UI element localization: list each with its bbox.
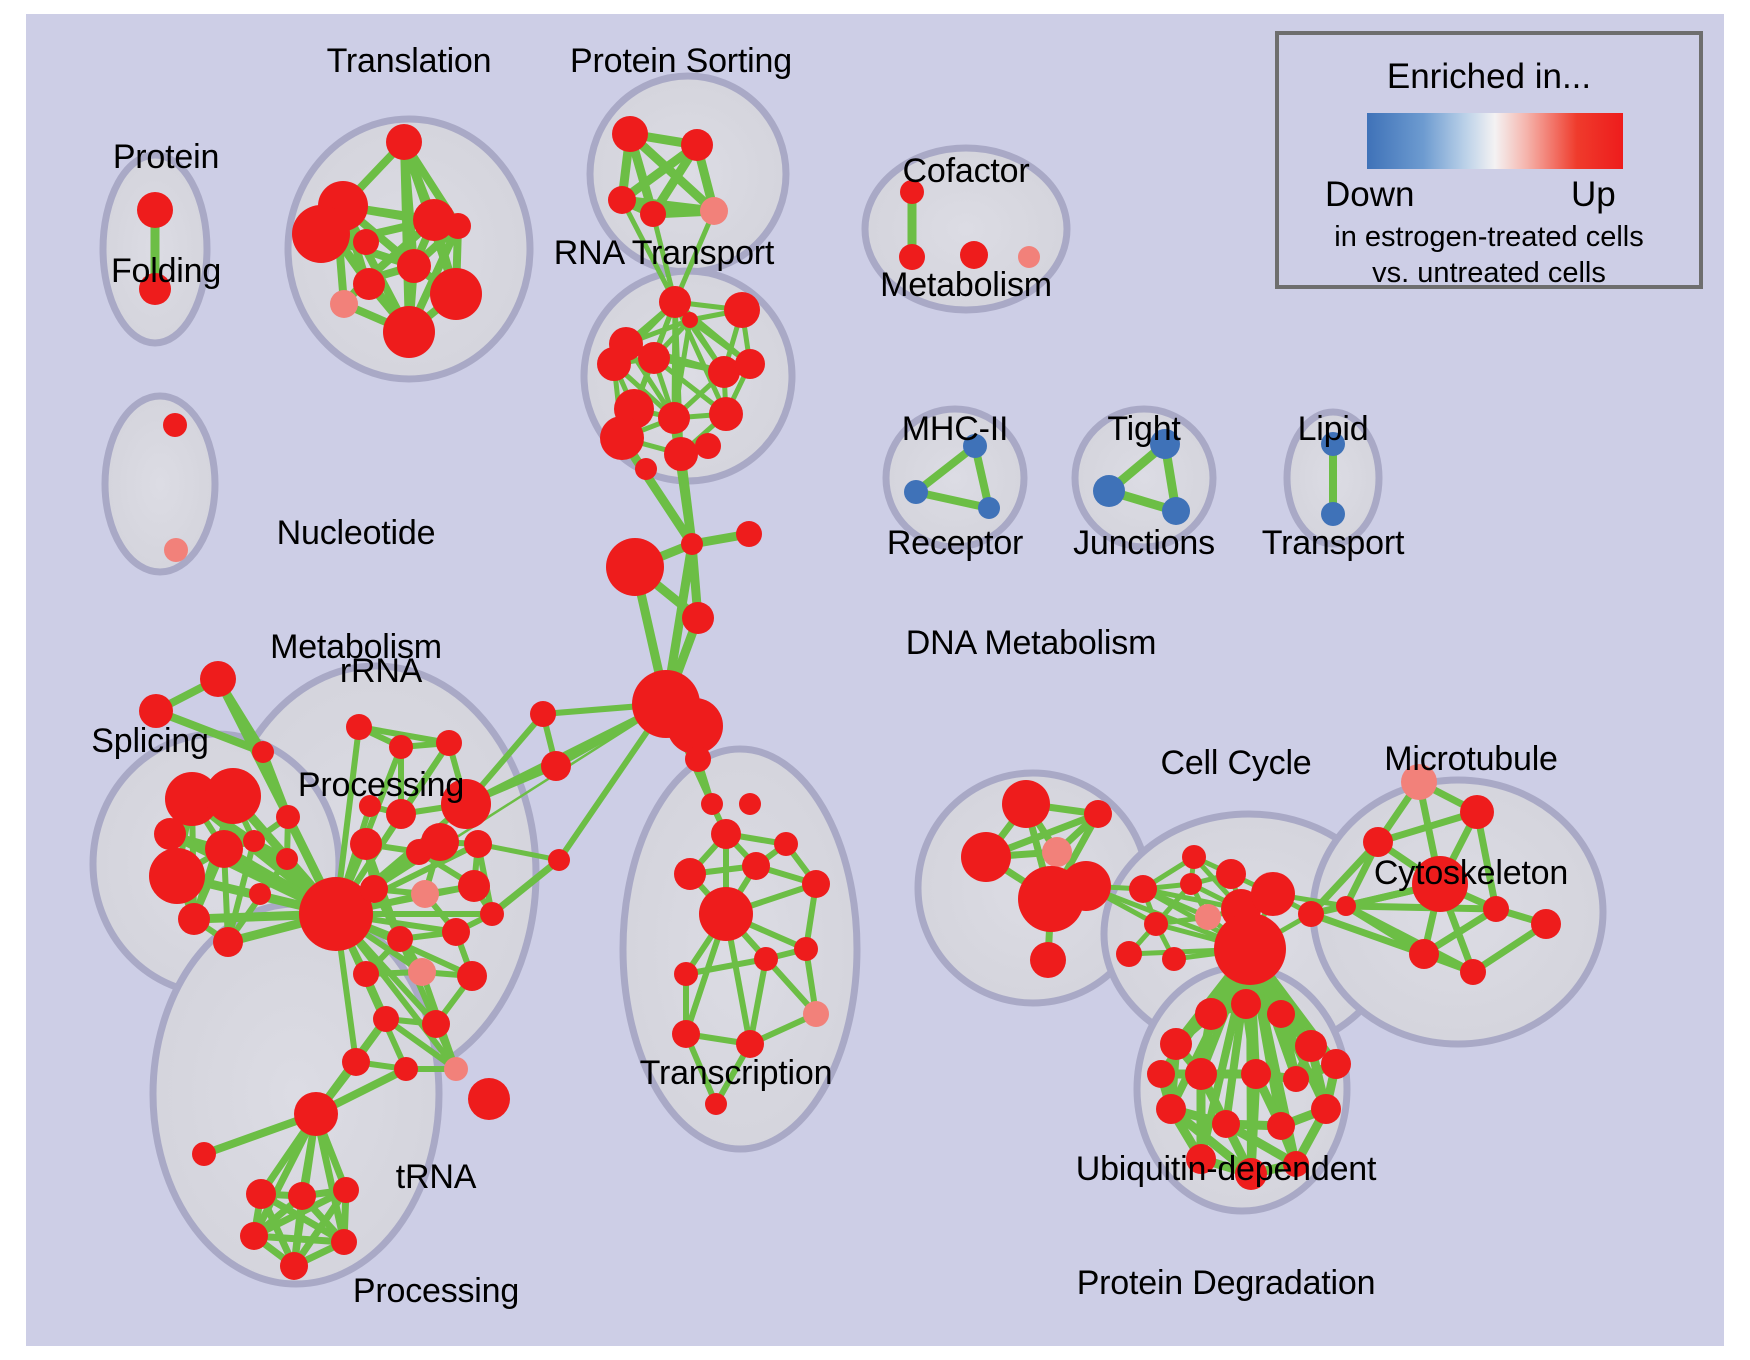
cluster-nodes-transcription bbox=[672, 793, 830, 1115]
label-rrna-processing: rRNA Processing bbox=[297, 652, 465, 804]
label-cofactor-metabolism: Cofactor Metabolism bbox=[880, 152, 1052, 304]
hull-transcription bbox=[619, 745, 861, 1153]
network-graph bbox=[89, 72, 1607, 1288]
label-rna-transport: RNA Transport bbox=[553, 234, 775, 272]
label-trna-processing: tRNA Processing bbox=[352, 1158, 520, 1310]
label-protein-sorting: Protein Sorting bbox=[570, 42, 792, 80]
cluster-nodes-mhc-ii bbox=[904, 434, 1000, 519]
legend-box: Enriched in... Down Up in estrogen-treat… bbox=[1275, 31, 1703, 289]
label-ubiquitin-protein-degradation: Ubiquitin-dependent Protein Degradation bbox=[1075, 1150, 1377, 1302]
label-nucleotide-metabolism: Nucleotide Metabolism bbox=[270, 514, 442, 666]
legend-up-label: Up bbox=[1571, 175, 1616, 214]
label-protein-folding: Protein Folding bbox=[110, 138, 222, 290]
label-splicing: Splicing bbox=[91, 722, 209, 760]
label-translation: Translation bbox=[326, 42, 492, 80]
cluster-nodes-cofactor-metabolism bbox=[899, 180, 1040, 270]
network-plot-area: Protein Folding Translation Protein Sort… bbox=[26, 14, 1724, 1346]
cluster-nodes-lipid-transport bbox=[1321, 432, 1345, 526]
cluster-nodes-tight-junctions bbox=[1093, 429, 1190, 525]
label-tight-junctions: Tight Junctions bbox=[1073, 410, 1215, 562]
cluster-nodes-translation bbox=[292, 124, 482, 358]
legend-down-label: Down bbox=[1325, 175, 1415, 214]
cluster-nodes-splicing bbox=[139, 661, 373, 957]
cluster-nodes-protein-folding bbox=[137, 192, 173, 305]
legend-color-gradient-bar bbox=[1367, 113, 1623, 169]
cluster-nodes-rrna-processing bbox=[342, 714, 510, 1120]
bridge-nodes bbox=[530, 521, 762, 871]
legend-subtitle-line1: in estrogen-treated cells bbox=[1334, 221, 1644, 253]
label-dna-metabolism: DNA Metabolism bbox=[905, 624, 1157, 662]
legend-title: Enriched in... bbox=[1386, 57, 1592, 96]
cluster-nodes-microtubule bbox=[1363, 764, 1561, 985]
cluster-nodes-protein-sorting bbox=[608, 116, 728, 227]
cluster-nodes-rna-transport bbox=[597, 286, 765, 480]
legend-subtitle-line2: vs. untreated cells bbox=[1372, 257, 1606, 289]
network-nodes bbox=[137, 116, 1561, 1280]
label-mhc-ii-receptor: MHC-II Receptor bbox=[886, 410, 1024, 562]
label-cell-cycle: Cell Cycle bbox=[1160, 744, 1312, 782]
hull-nucleotide-metabolism bbox=[101, 392, 219, 576]
cluster-nodes-trna-processing bbox=[192, 1092, 359, 1280]
label-microtubule-cytoskeleton: Microtubule Cytoskeleton bbox=[1373, 740, 1569, 892]
cluster-nodes-nucleotide-metabolism bbox=[163, 413, 188, 562]
cluster-nodes-ubiquitin bbox=[1147, 989, 1351, 1190]
label-transcription: Transcription bbox=[639, 1054, 833, 1092]
label-lipid-transport: Lipid Transport bbox=[1261, 410, 1405, 562]
cluster-nodes-cell-cycle bbox=[1061, 845, 1356, 985]
